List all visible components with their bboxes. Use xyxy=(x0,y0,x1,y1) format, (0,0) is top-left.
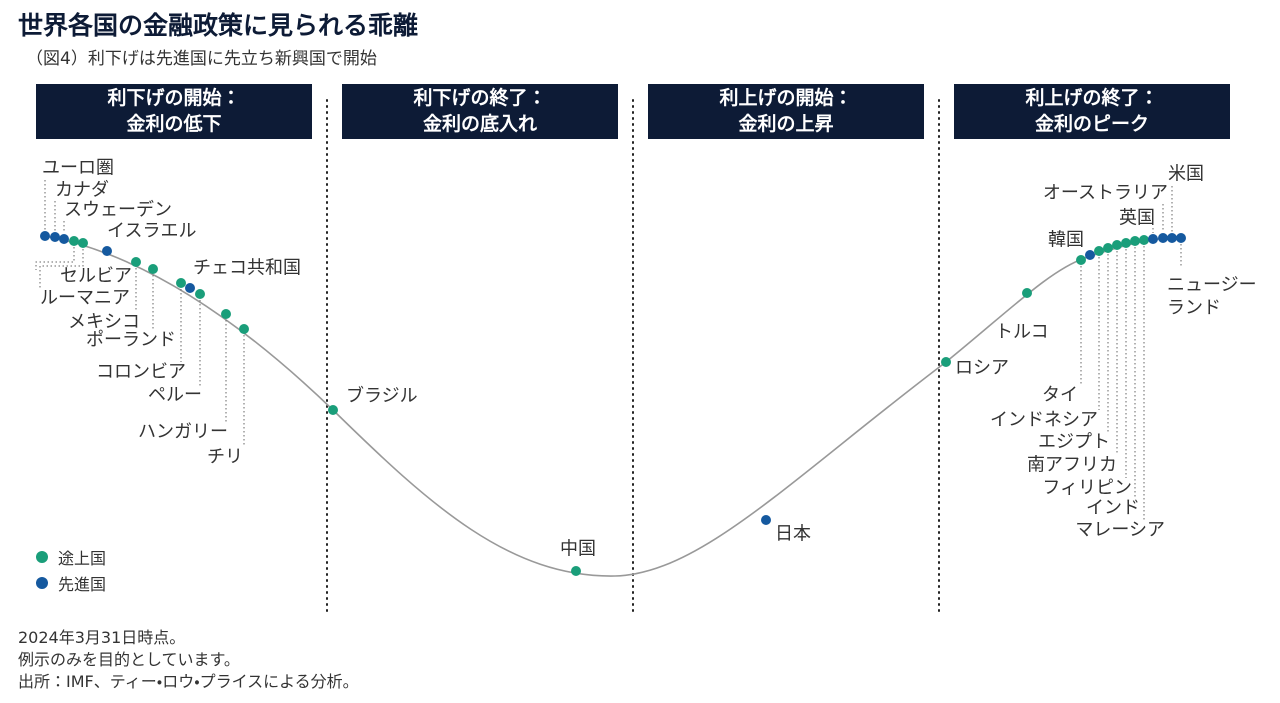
country-dot xyxy=(148,264,158,274)
country-dot xyxy=(1139,235,1149,245)
country-label: ルーマニア xyxy=(40,287,130,309)
country-dot xyxy=(1085,250,1095,260)
phase-header-line: 利下げの終了： xyxy=(413,87,547,109)
phase-header-line: 金利のピーク xyxy=(1034,113,1149,135)
country-label: 南アフリカ xyxy=(1027,454,1117,476)
country-label: ブラジル xyxy=(346,385,418,407)
country-label: イスラエル xyxy=(107,220,197,242)
country-label: コロンビア xyxy=(96,361,186,383)
cycle-curve xyxy=(44,235,1183,577)
country-label: スウェーデン xyxy=(64,199,172,221)
country-dot xyxy=(239,324,249,334)
country-dot xyxy=(40,231,50,241)
country-label: ロシア xyxy=(955,357,1009,379)
phase-dividers xyxy=(326,99,940,613)
country-dot xyxy=(131,257,141,267)
country-label: 日本 xyxy=(775,523,811,545)
country-dot xyxy=(1130,236,1140,246)
country-label: インド xyxy=(1086,497,1140,519)
phase-header: 利上げの開始： 金利の上昇 xyxy=(648,84,924,139)
title: 世界各国の金融政策に見られる乖離 xyxy=(18,11,419,40)
country-dot xyxy=(1022,288,1032,298)
footnote: 出所：IMF、ティー・ロウ・プライスによる分析。 xyxy=(18,672,359,691)
phase-header: 利下げの開始： 金利の低下 xyxy=(36,84,312,139)
country-label: ペルー xyxy=(148,384,202,406)
country-dot xyxy=(69,236,79,246)
country-dot xyxy=(1158,233,1168,243)
country-label: 英国 xyxy=(1119,207,1155,229)
country-label: タイ xyxy=(1042,384,1078,406)
country-label: オーストラリア xyxy=(1042,182,1168,204)
country-dot xyxy=(59,234,69,244)
country-label: ニュージーランド xyxy=(1167,274,1257,319)
country-dot xyxy=(941,357,951,367)
country-dot xyxy=(176,278,186,288)
country-label: ユーロ圏 xyxy=(42,157,114,179)
country-label: トルコ xyxy=(995,321,1049,343)
phase-header-line: 利上げの終了： xyxy=(1025,87,1159,109)
legend-label: 先進国 xyxy=(58,575,107,594)
country-label: フィリピン xyxy=(1042,477,1132,499)
country-dot xyxy=(185,283,195,293)
subtitle: （図4）利下げは先進国に先立ち新興国で開始 xyxy=(26,49,377,69)
phase-header-line: 金利の上昇 xyxy=(738,113,834,135)
country-dot xyxy=(78,238,88,248)
country-dot xyxy=(102,246,112,256)
footnote: 2024年3月31日時点。 xyxy=(18,628,186,647)
legend-dot xyxy=(36,551,48,563)
country-dot xyxy=(221,309,231,319)
country-label: メキシコ xyxy=(68,311,140,333)
phase-header-line: 金利の低下 xyxy=(126,113,222,135)
country-label: マレーシア xyxy=(1075,519,1165,541)
phase-header-line: 利上げの開始： xyxy=(719,87,853,109)
country-dot xyxy=(1148,234,1158,244)
country-dot xyxy=(1076,255,1086,265)
legend-label: 途上国 xyxy=(58,549,107,568)
leader-line xyxy=(39,249,84,290)
legend-dot xyxy=(36,577,48,589)
country-dot xyxy=(761,515,771,525)
footnote: 例示のみを目的としています。 xyxy=(18,650,240,669)
country-dot xyxy=(1094,246,1104,256)
country-dot xyxy=(571,566,581,576)
country-dot xyxy=(1103,243,1113,253)
country-label: チリ xyxy=(207,446,243,468)
phase-header-line: 金利の底入れ xyxy=(422,113,537,135)
country-label: ポーランド xyxy=(86,329,176,351)
country-label: エジプト xyxy=(1038,431,1110,453)
phase-header: 利上げの終了： 金利のピーク xyxy=(954,84,1230,139)
phase-header-line: 利下げの開始： xyxy=(107,87,241,109)
country-dot xyxy=(1121,238,1131,248)
country-label: チェコ共和国 xyxy=(193,257,301,279)
country-label: カナダ xyxy=(55,179,109,201)
country-dot xyxy=(1112,240,1122,250)
country-dot xyxy=(1167,233,1177,243)
country-label: 米国 xyxy=(1168,163,1204,185)
country-dot xyxy=(1176,233,1186,243)
country-label: インドネシア xyxy=(990,409,1098,431)
country-label: セルビア xyxy=(60,265,132,287)
country-dot xyxy=(50,232,60,242)
phase-header: 利下げの終了： 金利の底入れ xyxy=(342,84,618,139)
leader-line xyxy=(35,247,75,270)
country-dot xyxy=(195,289,205,299)
country-label: 中国 xyxy=(560,538,596,560)
country-label: 韓国 xyxy=(1048,229,1084,251)
country-dot xyxy=(328,405,338,415)
country-label: ハンガリー xyxy=(138,421,228,443)
